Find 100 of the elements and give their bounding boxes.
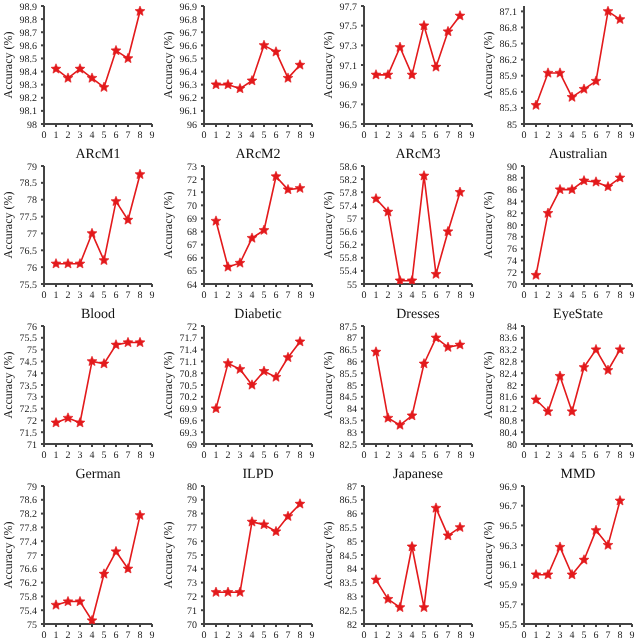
point [258,224,270,235]
point [210,79,222,90]
point [234,257,246,268]
point [542,67,554,78]
point [590,75,602,86]
point [270,170,282,181]
point [382,206,394,217]
point [382,69,394,80]
point [406,275,418,284]
point [542,406,554,417]
point [282,72,294,83]
point [74,596,86,607]
point [530,569,542,580]
point [294,498,306,509]
point [418,170,430,181]
point [282,184,294,195]
point [282,510,294,521]
point [554,370,566,381]
point [454,186,466,197]
point [62,412,74,423]
point [234,586,246,597]
point [442,226,454,237]
point [294,182,306,193]
point [590,344,602,355]
point [454,10,466,21]
point [566,406,578,417]
point [246,516,258,527]
point [394,41,406,52]
point [394,601,406,612]
point [294,336,306,347]
point [430,502,442,513]
point [578,175,590,186]
point [62,72,74,83]
point [430,268,442,279]
point [134,509,146,520]
point [134,6,146,16]
point [370,574,382,585]
point [62,596,74,607]
point [62,258,74,269]
point [566,184,578,195]
point [246,379,258,390]
point [282,351,294,362]
point [602,6,614,16]
point [394,419,406,430]
point [258,519,270,530]
point [554,184,566,195]
point [406,410,418,421]
point [554,67,566,78]
point [234,363,246,374]
point [50,258,62,269]
point [246,75,258,86]
point [122,563,134,574]
point [530,99,542,110]
point [370,69,382,80]
point [122,214,134,225]
point [74,63,86,74]
point [602,181,614,192]
point [418,20,430,31]
point [382,412,394,423]
point [382,593,394,604]
point [442,530,454,541]
point [110,546,122,557]
point [86,615,98,624]
point [270,526,282,537]
point [74,417,86,428]
point [578,554,590,565]
point [98,568,110,579]
point [442,341,454,352]
point [370,193,382,204]
point [234,83,246,94]
point [542,569,554,580]
point [370,346,382,357]
point [210,215,222,226]
point [602,364,614,375]
point [454,339,466,350]
point [614,344,626,355]
point [110,45,122,56]
point [86,72,98,83]
point [98,81,110,92]
point [270,371,282,382]
point [98,254,110,265]
point [542,207,554,218]
point [430,61,442,72]
point [578,83,590,94]
point [246,232,258,243]
point [394,275,406,284]
point [590,176,602,187]
point [110,339,122,350]
point [222,357,234,368]
point [210,586,222,597]
point [530,394,542,405]
point [590,524,602,535]
point [122,337,134,348]
point [134,337,146,348]
point [602,539,614,550]
point [98,358,110,369]
point [50,417,62,428]
point [614,172,626,183]
point [614,495,626,506]
point [222,261,234,272]
